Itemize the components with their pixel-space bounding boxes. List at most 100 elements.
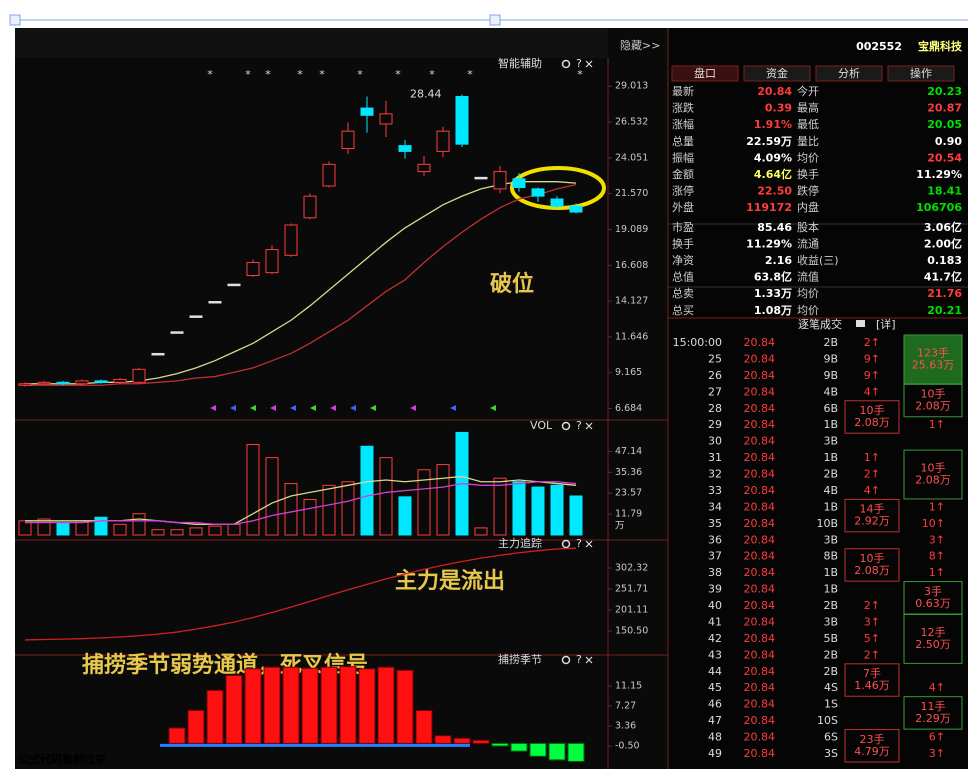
quote-label: 涨跌 <box>672 101 694 115</box>
signal-star: * <box>265 68 271 81</box>
candle-body <box>284 224 298 256</box>
quote-label: 均价 <box>797 304 819 317</box>
season-bar <box>434 735 452 744</box>
quote-label: 均价 <box>797 151 819 164</box>
quote-value: 0.183 <box>927 254 962 267</box>
y-tick-label: 11.79 <box>615 509 642 520</box>
high-label: 28.44 <box>410 88 442 101</box>
settings-icon[interactable] <box>561 421 571 431</box>
tab[interactable] <box>743 65 811 82</box>
trade-price: 20.84 <box>744 714 776 727</box>
resize-handle[interactable] <box>9 14 21 26</box>
tab-label: 盘口 <box>694 66 716 80</box>
trade-price: 20.84 <box>744 648 776 661</box>
quote-value: 63.8亿 <box>754 270 792 284</box>
stock-name: 宝鼎科技 <box>918 39 963 53</box>
quote-value: 41.7亿 <box>924 270 962 284</box>
candle-body <box>75 380 89 385</box>
y-tick-label: 11.15 <box>615 681 642 692</box>
volume-bar <box>56 522 70 536</box>
trade-time: 39 <box>708 583 722 596</box>
quote-label: 均价 <box>797 287 819 300</box>
help-icon[interactable]: ? <box>576 419 582 432</box>
candle-body <box>398 145 412 152</box>
trade-count: 8↑ <box>929 550 945 563</box>
quote-label: 内盘 <box>797 200 819 214</box>
candle-body <box>303 195 317 219</box>
volume-bar <box>132 513 146 536</box>
trade-price: 20.84 <box>744 747 776 760</box>
group-amount: 4.79万 <box>854 745 890 758</box>
candle-body <box>569 205 583 213</box>
season-bar <box>415 709 433 744</box>
help-icon[interactable]: ? <box>576 57 582 70</box>
tab[interactable] <box>671 65 739 82</box>
quote-value: 4.09% <box>754 151 792 164</box>
settings-icon[interactable] <box>561 655 571 665</box>
trade-price: 20.84 <box>744 451 776 464</box>
trade-price: 20.84 <box>744 385 776 398</box>
quote-value: 106706 <box>916 201 962 214</box>
quote-value: 18.41 <box>927 185 962 198</box>
trade-count: 9↑ <box>864 352 880 365</box>
trade-time: 42 <box>708 632 722 645</box>
trade-count: 9↑ <box>864 369 880 382</box>
trade-group <box>903 696 963 730</box>
volume-bar <box>360 445 374 536</box>
signal-arrow <box>490 405 496 411</box>
trade-count: 2↑ <box>864 468 880 481</box>
trade-time: 33 <box>708 484 722 497</box>
resize-handle[interactable] <box>489 14 501 26</box>
trade-time: 26 <box>708 369 722 382</box>
candle-body <box>18 383 32 386</box>
trades-detail[interactable]: [详] <box>876 317 896 331</box>
lock-icon <box>856 320 865 327</box>
tab[interactable] <box>887 65 955 82</box>
season-bar <box>472 739 490 744</box>
quote-value: 1.33万 <box>754 287 792 300</box>
season-bar <box>548 742 566 761</box>
close-icon[interactable] <box>585 656 593 664</box>
panel-title: 主力追踪 <box>498 536 542 550</box>
trade-price: 20.84 <box>744 435 776 448</box>
settings-icon[interactable] <box>561 539 571 549</box>
close-icon[interactable] <box>585 60 593 68</box>
unit-label: 万 <box>615 521 625 532</box>
group-lots: 10手 <box>921 387 946 401</box>
toolbar <box>15 28 608 58</box>
close-icon[interactable] <box>585 540 593 548</box>
candle-body <box>512 178 526 188</box>
volume-bar <box>151 529 165 536</box>
signal-star: * <box>357 68 363 81</box>
trade-time: 36 <box>708 533 722 546</box>
trade-count: 2↑ <box>864 599 880 612</box>
volume-bar <box>417 469 431 536</box>
season-bar <box>396 669 414 744</box>
quote-label: 最新 <box>672 84 694 98</box>
group-lots: 123手 <box>917 345 949 359</box>
settings-icon[interactable] <box>561 59 571 69</box>
quote-label: 振幅 <box>672 150 694 164</box>
trade-count: 1↑ <box>864 451 880 464</box>
y-tick-label: 3.36 <box>615 721 636 732</box>
signal-arrow <box>250 405 256 411</box>
trade-time: 31 <box>708 451 722 464</box>
volume-bar <box>474 527 488 536</box>
y-tick-label: 9.165 <box>615 367 642 378</box>
quote-label: 换手 <box>672 236 694 250</box>
trade-time: 41 <box>708 615 722 628</box>
help-icon[interactable]: ? <box>576 653 582 666</box>
trade-price: 20.84 <box>744 583 776 596</box>
tab[interactable] <box>815 65 883 82</box>
trade-time: 43 <box>708 648 722 661</box>
group-lots: 7手 <box>863 666 881 680</box>
close-icon[interactable] <box>585 422 593 430</box>
trade-volume: 1B <box>823 451 838 464</box>
y-tick-label: 11.646 <box>615 331 648 342</box>
hide-button[interactable]: 隐藏>> <box>620 39 660 52</box>
quote-label: 最高 <box>797 101 819 115</box>
help-icon[interactable]: ? <box>576 537 582 550</box>
group-lots: 10手 <box>921 461 946 475</box>
quote-value: 0.39 <box>765 102 792 115</box>
quote-value: 85.46 <box>757 221 792 234</box>
